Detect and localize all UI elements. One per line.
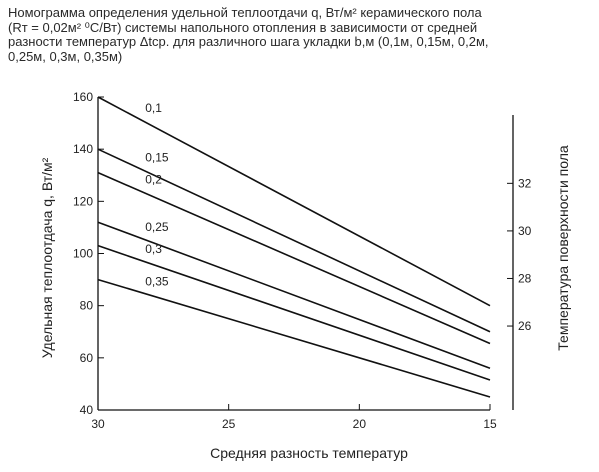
x-tick-label: 30 <box>91 417 105 431</box>
caption-line-4: 0,25м, 0,3м, 0,35м) <box>8 48 123 64</box>
series-label: 0,1 <box>145 101 162 115</box>
y-tick-label: 100 <box>73 247 93 261</box>
y-tick-label: 160 <box>73 90 93 104</box>
y-axis-label: Удельная теплоотдача q, Вт/м² <box>39 157 55 358</box>
y2-tick-label: 26 <box>518 319 532 333</box>
series-line <box>97 244 491 381</box>
y2-tick-label: 28 <box>518 271 532 285</box>
series-label: 0,15 <box>145 150 169 164</box>
x-tick-label: 15 <box>483 417 497 431</box>
x-tick-label: 20 <box>353 417 367 431</box>
caption-line-3: разности температур Δtср. для различного… <box>8 34 489 49</box>
y-tick-label: 60 <box>80 351 94 365</box>
y-tick-label: 40 <box>80 403 94 417</box>
y2-tick-label: 32 <box>518 176 532 190</box>
y-tick-label: 80 <box>80 299 94 313</box>
series-line <box>97 278 491 398</box>
series-label: 0,3 <box>145 242 162 256</box>
caption-line-2: (Rт = 0,02м² ⁰С/Вт) системы напольного о… <box>8 19 478 35</box>
series-line <box>97 171 491 345</box>
series-line <box>97 148 491 333</box>
y-tick-label: 140 <box>73 142 93 156</box>
chart-caption: Номограмма определения удельной теплоотд… <box>8 5 593 64</box>
series-label: 0,25 <box>145 220 169 234</box>
chart-series: 0,1 0,15 0,2 0,25 0,3 0,35 <box>97 96 491 398</box>
chart-axes: 40 60 80 100 120 140 160 30 25 20 15 26 28 30 32 <box>73 90 532 431</box>
series-line <box>97 221 491 370</box>
y2-axis-label: Температура поверхности пола <box>555 145 571 351</box>
series-label: 0,35 <box>145 274 169 288</box>
caption-line-1: Номограмма определения удельной теплоотд… <box>8 5 482 20</box>
series-line <box>97 96 491 307</box>
y-tick-label: 120 <box>73 194 93 208</box>
y2-tick-label: 30 <box>518 224 532 238</box>
series-label: 0,2 <box>145 173 162 187</box>
x-tick-label: 25 <box>222 417 236 431</box>
x-axis-label: Средняя разность температур <box>210 445 408 461</box>
